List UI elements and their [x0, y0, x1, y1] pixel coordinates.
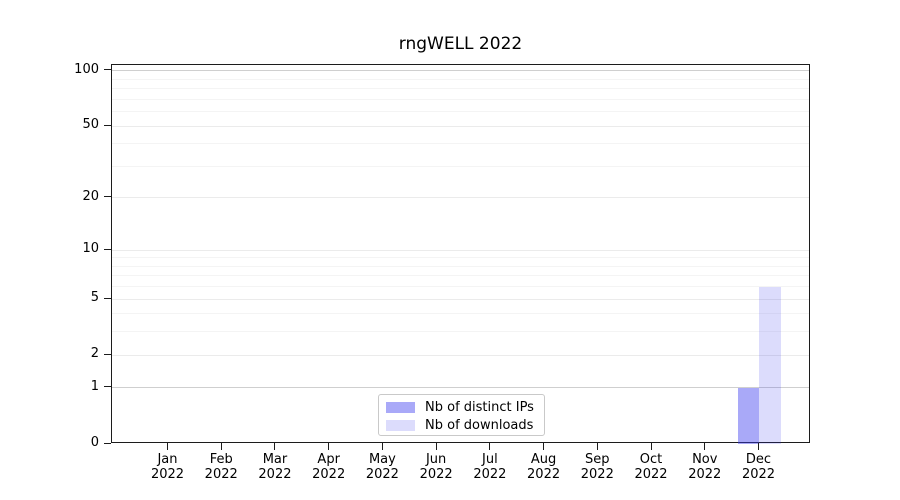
y-tick-label: 1: [90, 378, 99, 394]
y-tick-mark: [104, 297, 111, 299]
y-tick-label: 5: [90, 290, 99, 306]
gridlines-layer: [112, 65, 809, 442]
x-tick-label: Jun 2022: [419, 452, 453, 482]
gridline-major: [112, 125, 809, 127]
gridline-minor: [112, 331, 809, 333]
gridline-minor: [112, 143, 809, 145]
legend-label-distinct-ips: Nb of distinct IPs: [425, 400, 534, 415]
gridline-minor: [112, 275, 809, 277]
bars-layer: [112, 65, 809, 444]
gridline-emphasis: [112, 70, 809, 72]
x-tick-label: Jul 2022: [473, 452, 507, 482]
gridline-emphasis: [112, 387, 809, 389]
chart-title: rngWELL 2022: [398, 34, 523, 54]
gridline-minor: [112, 165, 809, 167]
y-tick-label: 20: [82, 188, 99, 204]
y-tick-mark: [104, 353, 111, 355]
x-tick-mark: [543, 443, 545, 450]
y-tick-mark: [104, 386, 111, 388]
gridline-minor: [112, 78, 809, 80]
x-tick-mark: [381, 443, 383, 450]
gridline-major: [112, 354, 809, 356]
x-tick-mark: [167, 443, 168, 450]
legend-row: Nb of downloads: [379, 417, 544, 434]
gridline-minor: [112, 313, 809, 315]
legend-swatch-distinct-ips: [386, 402, 415, 413]
gridline-minor: [112, 88, 809, 90]
x-tick-mark: [757, 443, 759, 450]
y-tick-label: 10: [82, 241, 99, 257]
y-tick-label: 50: [82, 117, 99, 133]
gridline-minor: [112, 265, 809, 267]
legend-row: Nb of distinct IPs: [379, 399, 544, 416]
x-tick-mark: [435, 443, 437, 450]
gridline-major: [112, 249, 809, 251]
legend-swatch-downloads: [386, 420, 415, 431]
x-tick-label: Oct 2022: [634, 452, 668, 482]
x-tick-mark: [328, 443, 330, 450]
x-tick-mark: [704, 443, 706, 450]
y-tick-mark: [104, 124, 111, 126]
x-tick-label: May 2022: [365, 452, 399, 482]
y-tick-mark: [104, 196, 111, 198]
x-tick-mark: [489, 443, 491, 450]
x-tick-label: Aug 2022: [527, 452, 561, 482]
x-tick-label: Jan 2022: [150, 452, 185, 482]
gridline-minor: [112, 98, 809, 100]
gridline-minor: [112, 257, 809, 259]
y-tick-label: 2: [90, 346, 99, 362]
y-tick-mark: [104, 248, 111, 250]
y-tick-label: 100: [74, 61, 99, 77]
bar-distinct-ips: [737, 387, 760, 444]
gridline-minor: [112, 286, 809, 288]
y-tick-label: 0: [90, 435, 99, 450]
gridline-minor: [112, 111, 809, 113]
gridline-major: [112, 298, 809, 300]
x-tick-label: Dec 2022: [741, 452, 776, 482]
y-tick-mark: [104, 442, 111, 444]
bar-downloads: [759, 286, 781, 444]
x-tick-label: Feb 2022: [204, 452, 238, 482]
plot-area: [111, 64, 810, 444]
x-tick-mark: [274, 443, 276, 450]
x-tick-label: Mar 2022: [258, 452, 292, 482]
legend: Nb of distinct IPs Nb of downloads: [378, 394, 545, 436]
y-tick-mark: [104, 69, 111, 71]
x-tick-mark: [596, 443, 598, 450]
x-tick-mark: [650, 443, 652, 450]
x-tick-label: Nov 2022: [688, 452, 722, 482]
x-tick-mark: [220, 443, 222, 450]
gridline-major: [112, 197, 809, 199]
legend-label-downloads: Nb of downloads: [425, 418, 534, 433]
x-tick-label: Apr 2022: [312, 452, 346, 482]
x-tick-label: Sep 2022: [580, 452, 614, 482]
